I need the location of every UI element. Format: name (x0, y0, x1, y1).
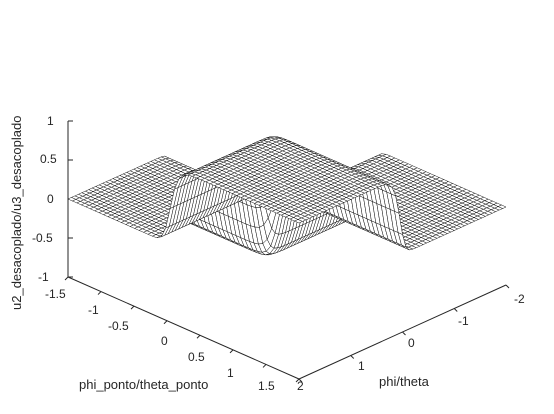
y-tick-mark (97, 291, 102, 295)
x-tick-mark (453, 308, 458, 312)
x-tick--1: -1 (458, 314, 469, 328)
x-tick-0: 0 (408, 336, 415, 350)
surface-mesh (67, 136, 507, 256)
x-tick-mark (402, 331, 406, 336)
z-tick-0: 0 (47, 192, 54, 206)
z-tick-1: 1 (47, 114, 54, 128)
x-axis-label: phi/theta (379, 374, 430, 389)
y-tick-2: 2 (297, 379, 304, 393)
y-tick-1: 1 (227, 366, 234, 380)
x-tick-mark (298, 378, 303, 383)
x-tick-1: 1 (358, 359, 365, 373)
y-tick-0.5: 0.5 (188, 350, 205, 364)
x-tick--2: -2 (514, 292, 525, 306)
y-tick--0.5: -0.5 (108, 319, 129, 333)
mesh-face (294, 219, 303, 224)
y-tick-mark (295, 378, 300, 383)
x-tick-mark (350, 355, 355, 359)
y-tick-mark (262, 364, 267, 368)
y-tick-mark (229, 349, 234, 354)
y-tick--1: -1 (88, 303, 99, 317)
y-tick-mark (64, 276, 69, 281)
y-tick-mark (130, 305, 135, 310)
y-tick-mark (163, 320, 168, 325)
y-tick-0: 0 (161, 334, 168, 348)
y-tick--1.5: -1.5 (45, 287, 66, 301)
z-tick-0.5: 0.5 (40, 152, 57, 166)
z-tick--1: -1 (38, 270, 49, 284)
y-tick-1.5: 1.5 (258, 379, 275, 393)
y-axis-line (67, 276, 300, 380)
x-tick-mark (505, 284, 510, 289)
y-tick-mark (196, 334, 201, 339)
z-tick--0.5: -0.5 (32, 231, 53, 245)
z-axis-label: u2_desacoplado/u3_desacoplado (9, 116, 24, 310)
y-axis-label: phi_ponto/theta_ponto (79, 377, 208, 392)
